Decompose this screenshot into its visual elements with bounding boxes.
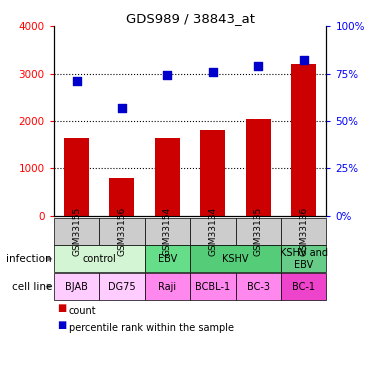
Point bbox=[301, 57, 307, 63]
Bar bbox=[64, 138, 89, 216]
Text: BCBL-1: BCBL-1 bbox=[195, 282, 230, 291]
Text: GSM33135: GSM33135 bbox=[254, 206, 263, 256]
Point bbox=[164, 72, 170, 78]
Bar bbox=[109, 178, 134, 216]
Point bbox=[73, 78, 79, 84]
Bar bbox=[155, 138, 180, 216]
Point bbox=[255, 63, 261, 69]
Bar bbox=[200, 130, 225, 216]
Text: GSM33156: GSM33156 bbox=[118, 206, 127, 256]
Bar bbox=[246, 118, 271, 216]
Text: ■: ■ bbox=[58, 303, 67, 313]
Text: control: control bbox=[82, 254, 116, 264]
Text: DG75: DG75 bbox=[108, 282, 136, 291]
Text: BJAB: BJAB bbox=[65, 282, 88, 291]
Text: EBV: EBV bbox=[158, 254, 177, 264]
Bar bbox=[291, 64, 316, 216]
Text: KSHV and
EBV: KSHV and EBV bbox=[280, 248, 328, 270]
Point bbox=[210, 69, 216, 75]
Point bbox=[119, 105, 125, 111]
Text: GSM33134: GSM33134 bbox=[209, 207, 217, 256]
Text: BC-1: BC-1 bbox=[292, 282, 315, 291]
Text: GSM33155: GSM33155 bbox=[72, 206, 81, 256]
Text: infection: infection bbox=[6, 254, 52, 264]
Text: ■: ■ bbox=[58, 320, 67, 330]
Text: percentile rank within the sample: percentile rank within the sample bbox=[69, 323, 234, 333]
Text: count: count bbox=[69, 306, 96, 316]
Text: GSM33136: GSM33136 bbox=[299, 206, 308, 256]
Text: cell line: cell line bbox=[12, 282, 52, 291]
Text: GSM33154: GSM33154 bbox=[163, 207, 172, 256]
Text: BC-3: BC-3 bbox=[247, 282, 270, 291]
Text: Raji: Raji bbox=[158, 282, 177, 291]
Text: KSHV: KSHV bbox=[222, 254, 249, 264]
Title: GDS989 / 38843_at: GDS989 / 38843_at bbox=[126, 12, 255, 25]
